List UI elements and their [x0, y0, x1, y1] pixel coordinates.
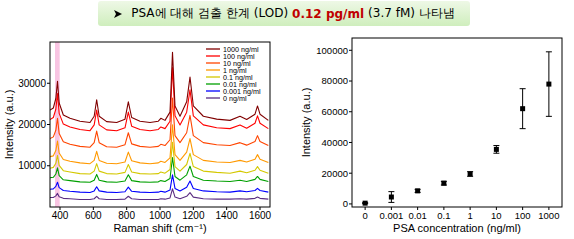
error-cap	[493, 153, 499, 154]
x-tick-label: 1000	[149, 210, 172, 221]
y-axis-title: Intensity (a.u.)	[300, 88, 312, 158]
error-bar	[520, 89, 526, 129]
error-cap	[520, 88, 526, 89]
y-tick	[47, 165, 50, 166]
x-tick-label: 0	[362, 210, 367, 221]
legend-swatch	[206, 76, 220, 77]
y-tick-label: 20000	[322, 168, 348, 179]
y-tick-label: 40000	[322, 137, 348, 148]
y-tick-label: 80000	[322, 75, 348, 86]
legend-swatch	[206, 83, 220, 84]
spectrum-line	[50, 175, 268, 193]
x-tick-label: 800	[118, 210, 135, 221]
y-axis-title: Intensity (a.u.)	[3, 90, 15, 160]
x-tick-label: 400	[52, 210, 69, 221]
spectrum-line	[50, 189, 268, 200]
x-tick-label: 1200	[182, 210, 205, 221]
error-bar	[493, 146, 499, 154]
y-tick	[47, 124, 50, 125]
y-tick-label: 100000	[316, 45, 348, 56]
legend-swatch	[206, 69, 220, 70]
banner-text: PSA에 대해 검출 한계 (LOD)	[131, 5, 288, 22]
error-cap	[546, 51, 552, 52]
y-tick-label: 20000	[18, 119, 46, 130]
plot-frame	[352, 38, 562, 207]
banner-text: 0.12 pg/ml	[292, 7, 364, 21]
x-axis-title: PSA concentration (ng/ml)	[393, 222, 521, 234]
banner-text: (3.7 fM) 나타냄	[368, 5, 455, 22]
data-point	[363, 201, 368, 206]
data-point	[468, 171, 473, 176]
data-point	[494, 147, 499, 152]
x-tick-label: 1400	[216, 210, 239, 221]
title-banner: PSA에 대해 검출 한계 (LOD) 0.12 pg/ml (3.7 fM) 나타…	[98, 1, 470, 26]
plot-frame	[50, 42, 270, 207]
y-tick	[349, 203, 352, 204]
legend-swatch	[206, 55, 220, 56]
spectrum-line	[50, 52, 268, 122]
error-bar	[546, 52, 552, 117]
x-axis-title: Raman shift (cm⁻¹)	[113, 222, 206, 234]
error-cap	[546, 116, 552, 117]
error-bar	[441, 181, 447, 185]
x-tick-label: 0.01	[408, 210, 427, 221]
data-point	[389, 195, 394, 200]
y-tick	[349, 111, 352, 112]
error-cap	[520, 128, 526, 129]
legend-swatch	[206, 62, 220, 63]
legend-swatch	[206, 97, 220, 98]
error-cap	[388, 202, 394, 203]
error-bar	[388, 192, 394, 203]
legend-swatch	[206, 48, 220, 49]
error-bar	[467, 172, 473, 177]
error-bar	[415, 189, 421, 192]
x-tick-label: 0.001	[379, 210, 403, 221]
x-tick-label: 1600	[249, 210, 272, 221]
legend-swatch	[206, 90, 220, 91]
x-tick-label: 1	[467, 210, 472, 221]
x-tick-label: 600	[85, 210, 102, 221]
legend: 1000 ng/ml100 ng/ml10 ng/ml1 ng/ml0.1 ng…	[206, 45, 261, 103]
y-tick-label: 10000	[18, 160, 46, 171]
spectrum-line	[50, 98, 268, 147]
x-tick-label: 100	[515, 210, 531, 221]
arrow-shape	[114, 10, 122, 18]
y-tick	[349, 81, 352, 82]
plot-area	[50, 42, 268, 207]
arrow-icon	[113, 9, 123, 19]
y-tick	[349, 173, 352, 174]
y-tick-label: 60000	[322, 106, 348, 117]
x-tick-label: 1000	[538, 210, 559, 221]
y-tick-label: 0	[343, 198, 348, 209]
y-tick	[349, 50, 352, 51]
x-tick-label: 0.1	[437, 210, 450, 221]
data-point	[415, 188, 420, 193]
y-tick	[47, 83, 50, 84]
data-point	[441, 181, 446, 186]
y-tick-label: 30000	[18, 78, 46, 89]
y-tick	[349, 142, 352, 143]
legend-label: 0 ng/ml	[223, 94, 247, 103]
figure: 4006008001000120014001600100002000030000…	[0, 0, 574, 239]
data-point	[520, 106, 525, 111]
x-tick-label: 10	[491, 210, 502, 221]
plot-area	[362, 52, 552, 206]
error-cap	[493, 145, 499, 146]
error-cap	[388, 191, 394, 192]
data-point	[546, 82, 551, 87]
